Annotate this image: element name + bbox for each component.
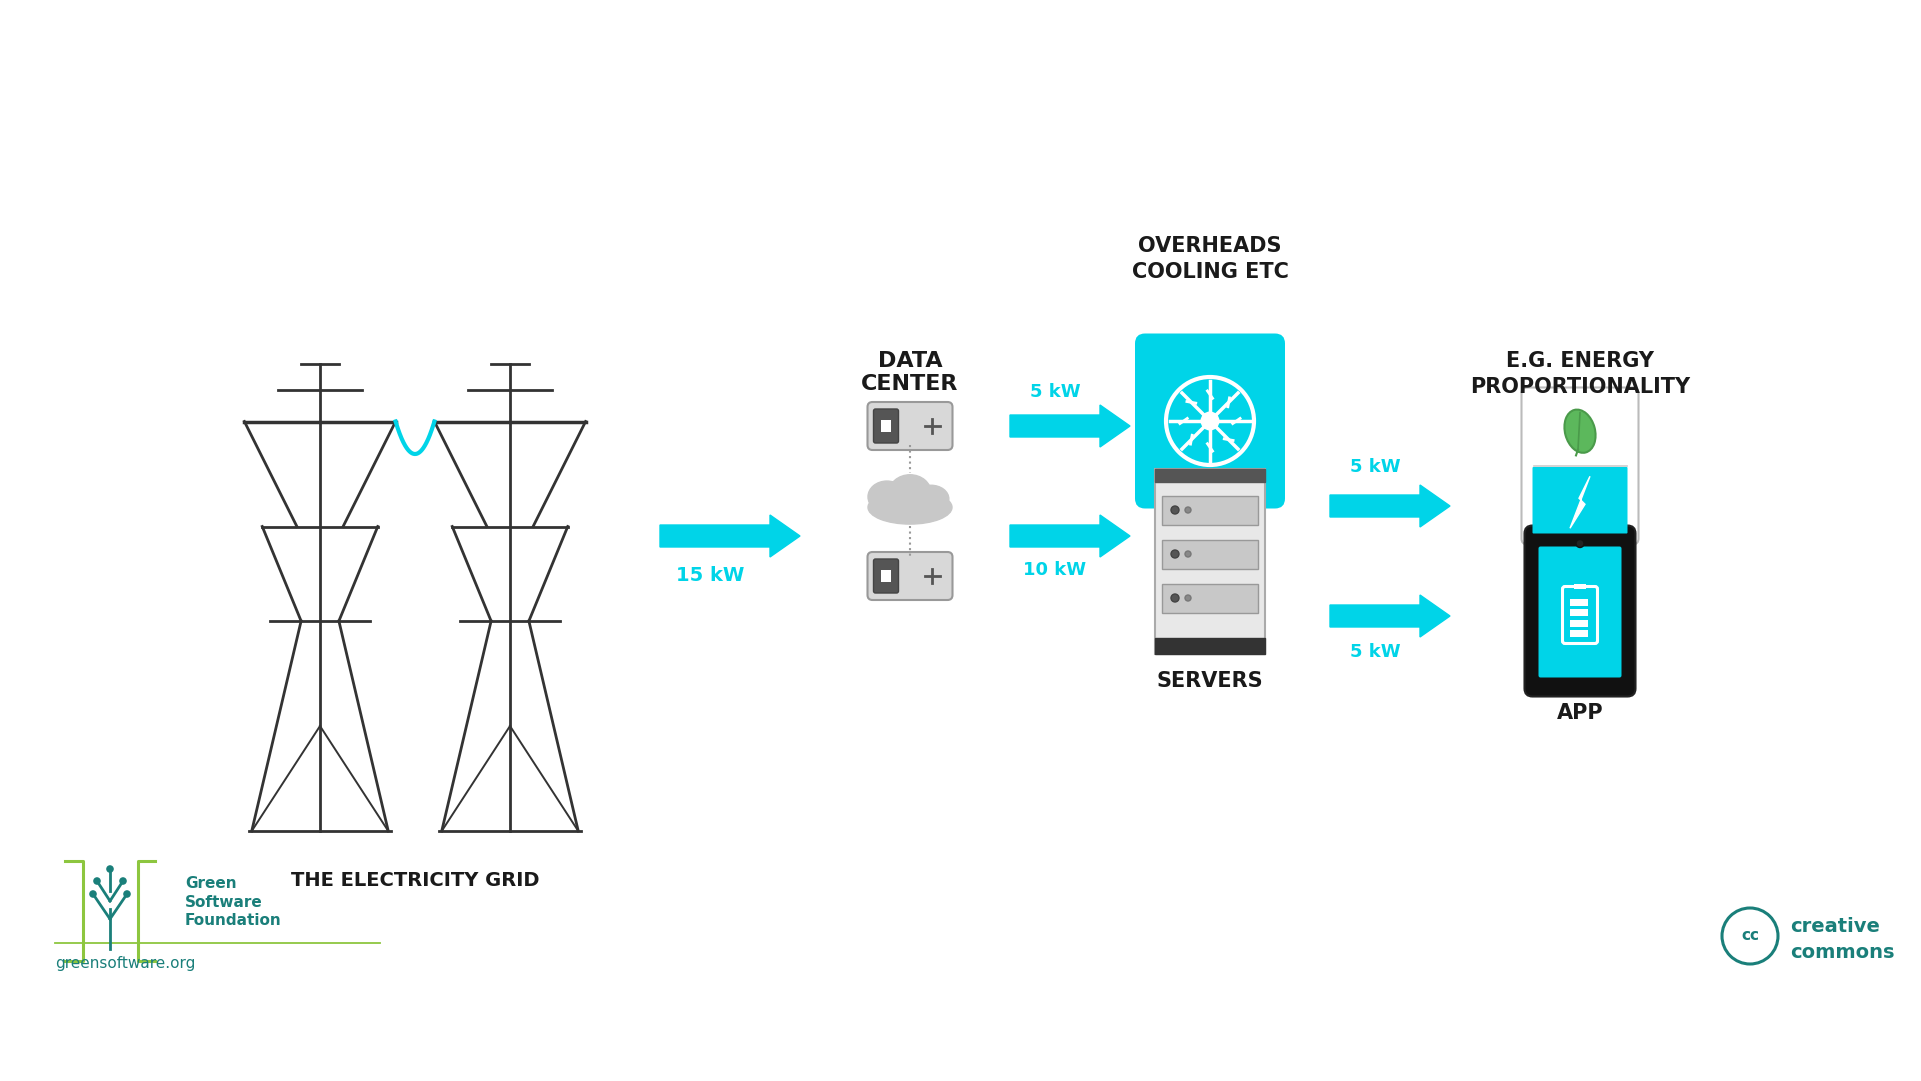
Bar [1155,468,1266,654]
Bar [1569,599,1589,605]
Text: 5 kW: 5 kW [1350,458,1400,476]
FancyArrow shape [1010,515,1130,557]
Ellipse shape [868,491,953,524]
Text: OVERHEADS
COOLING ETC: OVERHEADS COOLING ETC [1131,236,1289,282]
Text: greensoftware.org: greensoftware.org [56,956,196,971]
Text: creative: creative [1790,918,1881,936]
FancyBboxPatch shape [868,552,953,600]
Text: cc: cc [1740,929,1760,944]
Bar [1569,630,1589,637]
Ellipse shape [868,481,907,512]
Circle shape [1185,507,1191,513]
Bar [1569,609,1589,616]
Text: Green
Software
Foundation: Green Software Foundation [184,876,282,929]
Circle shape [1185,551,1191,557]
Circle shape [1172,593,1179,602]
Polygon shape [1569,477,1591,529]
Text: 5 kW: 5 kW [1030,383,1080,401]
Circle shape [88,890,96,898]
Bar [1155,638,1266,654]
Text: 5 kW: 5 kW [1350,643,1400,660]
FancyBboxPatch shape [1135,334,1285,508]
Ellipse shape [1564,410,1596,453]
Bar [1569,619,1589,627]
FancyBboxPatch shape [1539,547,1621,678]
Circle shape [1185,595,1191,601]
Text: E.G. ENERGY
PROPORTIONALITY: E.G. ENERGY PROPORTIONALITY [1470,351,1690,398]
FancyArrow shape [1010,405,1130,448]
Circle shape [123,890,131,898]
Circle shape [1172,550,1179,558]
Text: SERVERS: SERVERS [1156,671,1264,691]
Circle shape [106,865,113,872]
Text: commons: commons [1790,943,1894,961]
Text: THE ELECTRICITY GRID: THE ELECTRICITY GRID [290,871,540,890]
FancyArrow shape [661,515,799,557]
Ellipse shape [889,475,932,510]
Text: DATA
CENTER: DATA CENTER [861,351,959,395]
Circle shape [119,877,127,885]
Ellipse shape [912,485,949,512]
Bar [880,421,891,432]
Circle shape [1575,539,1585,547]
FancyBboxPatch shape [1525,525,1635,696]
Text: 15 kW: 15 kW [676,566,743,585]
Circle shape [94,877,100,885]
Text: APP: APP [1556,703,1604,723]
FancyBboxPatch shape [1521,387,1639,545]
FancyBboxPatch shape [1533,467,1627,534]
Bar [1162,496,1258,525]
Bar [1155,468,1266,481]
FancyBboxPatch shape [874,559,899,593]
Text: 10 kW: 10 kW [1024,561,1087,579]
Circle shape [1201,412,1218,430]
Bar [1162,584,1258,613]
Bar [1573,584,1587,589]
FancyBboxPatch shape [868,402,953,450]
FancyArrow shape [1329,595,1450,637]
FancyBboxPatch shape [874,409,899,443]
FancyArrow shape [1329,485,1450,528]
Bar [1162,540,1258,569]
Bar [880,570,891,582]
Circle shape [1172,506,1179,513]
